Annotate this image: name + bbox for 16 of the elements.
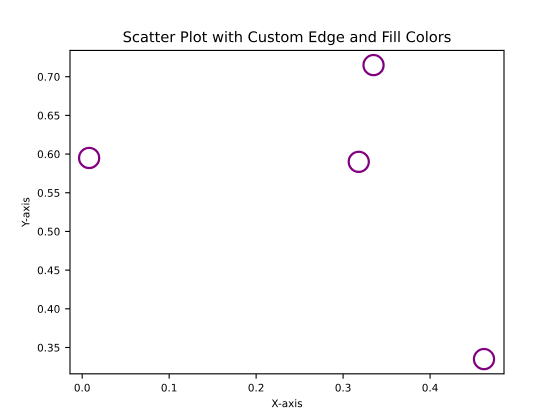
y-tick-label: 0.50 (38, 228, 60, 236)
x-tick-label: 0.4 (422, 384, 438, 392)
y-tick-label: 0.60 (38, 150, 60, 158)
y-tick-label: 0.45 (38, 266, 60, 274)
y-tick-label: 0.55 (38, 188, 60, 197)
y-axis-title: Y-axis (21, 198, 30, 227)
x-tick-label: 0.3 (336, 384, 351, 392)
chart-title: Scatter Plot with Custom Edge and Fill Colors (124, 30, 451, 46)
y-tick-label: 0.40 (38, 305, 60, 313)
y-tick-label: 0.70 (38, 72, 60, 81)
y-tick-label: 0.65 (38, 112, 60, 120)
x-tick-label: 0.2 (248, 384, 264, 392)
x-tick-label: 0.0 (74, 384, 90, 392)
x-axis-title: X-axis (272, 399, 302, 408)
y-tick-label: 0.35 (38, 344, 60, 352)
x-tick-label: 0.1 (162, 384, 176, 392)
